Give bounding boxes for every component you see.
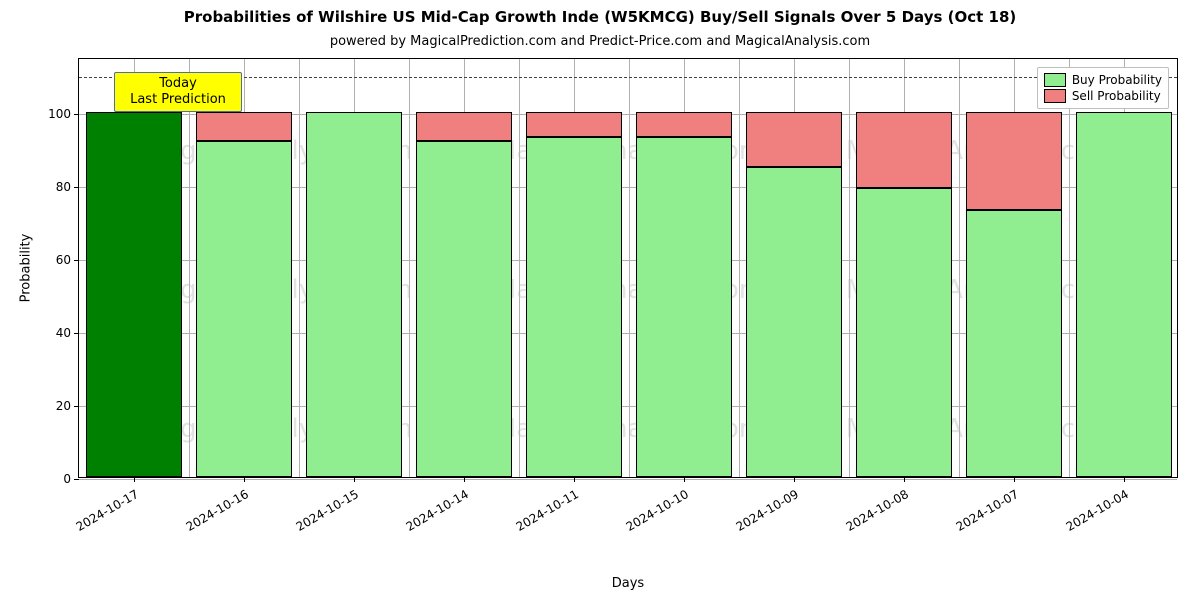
bar xyxy=(636,57,733,477)
gridline-vertical xyxy=(519,59,520,477)
legend-swatch xyxy=(1044,73,1066,87)
reference-line xyxy=(79,77,1177,78)
x-tick-label: 2024-10-14 xyxy=(404,487,471,534)
bar xyxy=(1076,57,1173,477)
figure: Probabilities of Wilshire US Mid-Cap Gro… xyxy=(0,0,1200,600)
y-tick-mark xyxy=(74,479,79,480)
bar-sell-segment xyxy=(416,112,513,141)
gridline-vertical xyxy=(299,59,300,477)
gridline-vertical xyxy=(409,59,410,477)
y-tick-mark xyxy=(74,406,79,407)
y-tick-mark xyxy=(74,260,79,261)
bar-sell-segment xyxy=(856,112,953,189)
gridline-vertical xyxy=(1069,59,1070,477)
y-tick-label: 60 xyxy=(56,253,71,267)
bar xyxy=(746,57,843,477)
gridline-vertical xyxy=(849,59,850,477)
callout-text: Today xyxy=(115,76,241,92)
gridline-vertical xyxy=(959,59,960,477)
bar-buy-segment xyxy=(196,141,293,477)
gridline-vertical xyxy=(189,59,190,477)
bar-buy-segment xyxy=(746,167,843,477)
bar-sell-segment xyxy=(636,112,733,138)
x-tick-label: 2024-10-07 xyxy=(954,487,1021,534)
x-tick-mark xyxy=(244,477,245,482)
x-tick-label: 2024-10-08 xyxy=(844,487,911,534)
legend: Buy Probability Sell Probability xyxy=(1037,67,1169,109)
x-tick-mark xyxy=(354,477,355,482)
x-tick-mark xyxy=(794,477,795,482)
x-tick-label: 2024-10-17 xyxy=(74,487,141,534)
bar-buy-segment xyxy=(636,137,733,477)
bar xyxy=(306,57,403,477)
bar-buy-segment xyxy=(306,112,403,477)
x-tick-label: 2024-10-04 xyxy=(1064,487,1131,534)
x-tick-label: 2024-10-15 xyxy=(294,487,361,534)
bar-buy-segment xyxy=(1076,112,1173,477)
bar xyxy=(526,57,623,477)
x-tick-mark xyxy=(904,477,905,482)
x-tick-label: 2024-10-10 xyxy=(624,487,691,534)
gridline-vertical xyxy=(629,59,630,477)
y-tick-mark xyxy=(74,187,79,188)
bar xyxy=(856,57,953,477)
y-tick-mark xyxy=(74,114,79,115)
bar-buy-segment xyxy=(86,112,183,477)
bar xyxy=(86,57,183,477)
bar xyxy=(416,57,513,477)
x-tick-mark xyxy=(464,477,465,482)
bar-sell-segment xyxy=(746,112,843,167)
legend-item: Buy Probability xyxy=(1044,72,1162,88)
gridline-vertical xyxy=(739,59,740,477)
y-tick-label: 0 xyxy=(63,472,71,486)
y-axis-label: Probability xyxy=(19,234,34,303)
x-tick-mark xyxy=(1124,477,1125,482)
y-tick-label: 80 xyxy=(56,180,71,194)
bar-buy-segment xyxy=(526,137,623,477)
bar-buy-segment xyxy=(966,210,1063,477)
x-tick-mark xyxy=(134,477,135,482)
x-tick-label: 2024-10-09 xyxy=(734,487,801,534)
x-tick-mark xyxy=(1014,477,1015,482)
legend-label: Sell Probability xyxy=(1072,89,1161,103)
bar-sell-segment xyxy=(196,112,293,141)
callout-text: Last Prediction xyxy=(115,92,241,108)
legend-swatch xyxy=(1044,89,1066,103)
chart-subtitle: powered by MagicalPrediction.com and Pre… xyxy=(0,34,1200,49)
x-tick-label: 2024-10-11 xyxy=(514,487,581,534)
today-callout: TodayLast Prediction xyxy=(114,72,242,112)
x-tick-mark xyxy=(574,477,575,482)
x-tick-mark xyxy=(684,477,685,482)
y-tick-label: 40 xyxy=(56,326,71,340)
bar-buy-segment xyxy=(416,141,513,477)
bar xyxy=(966,57,1063,477)
bar-sell-segment xyxy=(966,112,1063,211)
y-tick-label: 20 xyxy=(56,399,71,413)
legend-label: Buy Probability xyxy=(1072,73,1162,87)
bar xyxy=(196,57,293,477)
plot-area: MagicalAnalysis.comMagicalAnalysis.comMa… xyxy=(78,58,1178,478)
y-tick-label: 100 xyxy=(48,107,71,121)
bar-buy-segment xyxy=(856,188,953,477)
x-tick-label: 2024-10-16 xyxy=(184,487,251,534)
y-tick-mark xyxy=(74,333,79,334)
bar-sell-segment xyxy=(526,112,623,138)
legend-item: Sell Probability xyxy=(1044,88,1162,104)
x-axis-label: Days xyxy=(78,576,1178,591)
chart-title: Probabilities of Wilshire US Mid-Cap Gro… xyxy=(0,8,1200,26)
